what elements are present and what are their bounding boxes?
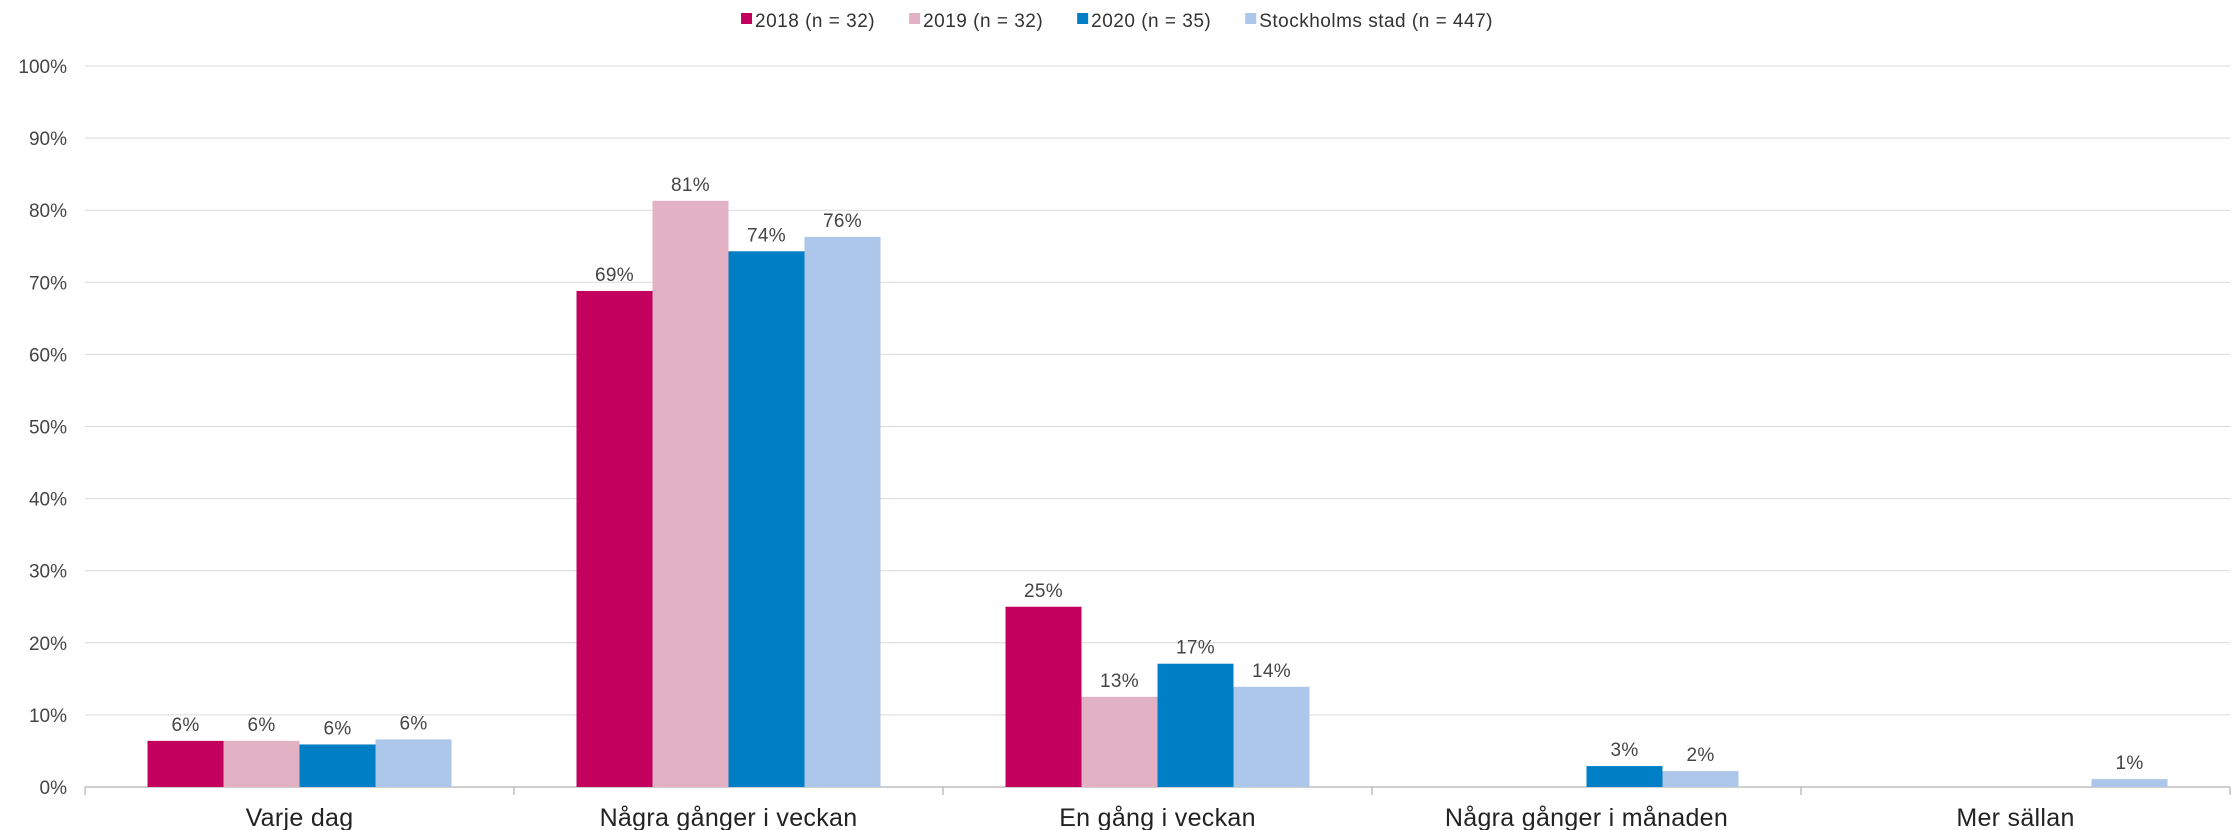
legend-label: 2020 (n = 35) <box>1091 11 1211 32</box>
bars <box>147 200 2168 787</box>
data-label: 76% <box>823 211 862 232</box>
bar <box>1157 663 1234 787</box>
bar <box>1233 686 1310 787</box>
data-label: 25% <box>1024 581 1063 602</box>
bar <box>375 739 452 787</box>
y-tick-label: 90% <box>29 129 67 150</box>
bar <box>804 236 881 787</box>
data-label: 17% <box>1176 638 1215 659</box>
x-axis <box>84 786 2231 795</box>
bar <box>728 251 805 787</box>
bar <box>299 744 376 787</box>
bar <box>1662 771 1739 787</box>
bar <box>147 740 224 787</box>
y-tick-label: 30% <box>29 562 67 583</box>
y-tick-label: 50% <box>29 418 67 439</box>
legend-label: Stockholms stad (n = 447) <box>1259 11 1493 32</box>
y-tick-label: 10% <box>29 706 67 727</box>
category-label: Mer sällan <box>1956 804 2074 830</box>
bar <box>2091 779 2168 787</box>
legend-label: 2019 (n = 32) <box>923 11 1043 32</box>
y-tick-label: 100% <box>18 57 67 78</box>
y-tick-label: 40% <box>29 490 67 511</box>
data-label: 2% <box>1686 745 1714 766</box>
y-tick-label: 60% <box>29 345 67 366</box>
bar <box>223 740 300 787</box>
y-tick-label: 80% <box>29 201 67 222</box>
y-tick-label: 20% <box>29 634 67 655</box>
data-label: 3% <box>1610 740 1638 761</box>
legend: 2018 (n = 32) 2019 (n = 32) 2020 (n = 35) S… <box>741 11 1493 32</box>
bar <box>576 290 653 787</box>
legend-swatch <box>909 13 921 24</box>
legend-swatch <box>1245 13 1257 24</box>
legend-label: 2018 (n = 32) <box>755 11 875 32</box>
data-label: 6% <box>323 718 351 739</box>
gridlines <box>85 65 2230 716</box>
data-labels: 6% 6% 6% 6% 69% 81% 74% 76% 25% 13% 17% 14% 3% 2% 1% <box>171 175 2143 774</box>
data-label: 6% <box>171 715 199 736</box>
data-label: 1% <box>2115 753 2143 774</box>
y-tick-label: 0% <box>40 778 68 799</box>
data-label: 13% <box>1100 671 1139 692</box>
bar <box>1081 696 1158 787</box>
bar <box>652 200 729 787</box>
legend-swatch <box>741 13 753 24</box>
data-label: 6% <box>247 715 275 736</box>
y-axis-tick-labels: 0% 10% 20% 30% 40% 50% 60% 70% 80% 90% 100% <box>18 57 67 799</box>
y-tick-label: 70% <box>29 273 67 294</box>
bar <box>1005 606 1082 787</box>
data-label: 14% <box>1252 661 1291 682</box>
data-label: 81% <box>671 175 710 196</box>
data-label: 6% <box>399 713 427 734</box>
data-label: 69% <box>595 265 634 286</box>
category-label: En gång i veckan <box>1059 804 1256 830</box>
x-axis-category-labels: Varje dag Några gånger i veckan En gång i … <box>246 804 2075 830</box>
category-label: Några gånger i månaden <box>1445 804 1728 830</box>
bar <box>1586 766 1663 787</box>
category-label: Några gånger i veckan <box>600 804 858 830</box>
category-label: Varje dag <box>246 804 354 830</box>
legend-swatch <box>1077 13 1089 24</box>
data-label: 74% <box>747 225 786 246</box>
